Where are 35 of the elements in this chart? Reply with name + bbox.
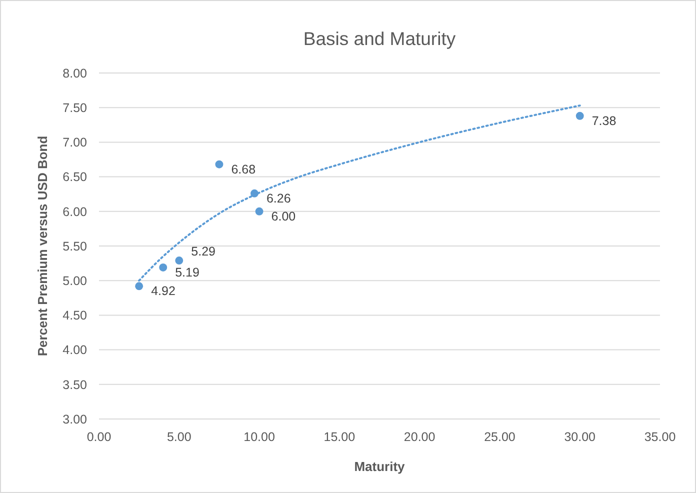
data-label: 5.19	[175, 265, 200, 280]
x-tick-label: 20.00	[404, 430, 436, 444]
y-tick-label: 4.50	[62, 308, 88, 323]
y-tick-label: 6.50	[62, 170, 88, 184]
y-tick-label: 3.50	[62, 378, 88, 392]
x-axis-title: Maturity	[354, 459, 406, 474]
point	[135, 282, 144, 290]
data-label: 6.68	[231, 162, 256, 176]
x-tick-label: 15.00	[324, 430, 356, 444]
point	[255, 207, 264, 216]
x-tick-label: 5.00	[166, 430, 192, 444]
y-tick-label: 7.00	[62, 136, 88, 150]
y-tick-label: 7.50	[62, 100, 88, 115]
point	[215, 160, 224, 168]
y-tick-label: 6.00	[62, 204, 88, 219]
x-tick-label: 35.00	[644, 430, 676, 444]
x-tick-label: 25.00	[484, 430, 516, 444]
x-tick-label: 10.00	[244, 430, 275, 444]
x-tick-label: 30.00	[564, 430, 596, 444]
chart-title: Basis and Maturity	[303, 28, 456, 49]
y-tick-label: 4.00	[62, 343, 88, 358]
point	[576, 112, 584, 120]
data-label: 6.00	[271, 209, 296, 224]
point	[175, 256, 184, 265]
data-label: 6.26	[266, 191, 291, 206]
data-label: 7.38	[592, 114, 616, 128]
y-tick-label: 5.50	[62, 239, 88, 254]
y-tick-label: 8.00	[62, 66, 88, 80]
x-tick-label: 0.00	[86, 430, 112, 444]
y-axis-title: Percent Premium versus USD Bond	[35, 136, 50, 356]
y-tick-label: 3.00	[62, 412, 88, 426]
data-label: 5.29	[191, 244, 216, 259]
y-tick-label: 5.00	[62, 274, 88, 288]
data-label: 4.92	[151, 284, 176, 298]
point	[159, 263, 168, 272]
